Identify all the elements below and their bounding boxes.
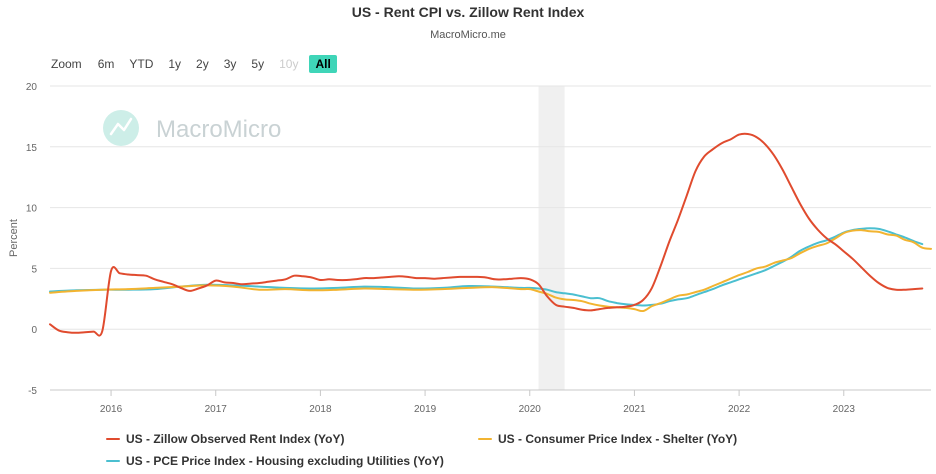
x-tick-label: 2023 xyxy=(833,404,856,415)
series-line-cpi-shelter[interactable] xyxy=(49,229,932,313)
shaded-region-layer xyxy=(538,86,565,390)
x-tick-label: 2016 xyxy=(100,404,123,415)
y-tick-label: -5 xyxy=(28,386,37,397)
shaded-region xyxy=(538,86,565,390)
zoom-2y-button[interactable]: 2y xyxy=(196,57,209,71)
x-tick-label: 2020 xyxy=(519,404,542,415)
x-tick-label: 2019 xyxy=(414,404,437,415)
legend-label-cpi-shelter: US - Consumer Price Index - Shelter (YoY… xyxy=(498,432,738,446)
zoom-5y-button[interactable]: 5y xyxy=(251,57,265,71)
zoom-10y-button: 10y xyxy=(279,57,299,71)
zoom-6m-button[interactable]: 6m xyxy=(97,57,115,71)
series-line-pce-housing[interactable] xyxy=(49,227,924,307)
chart-subtitle: MacroMicro.me xyxy=(430,29,506,41)
y-tick-label: 0 xyxy=(31,325,37,336)
x-tick-label: 2018 xyxy=(309,404,332,415)
legend-label-pce-housing: US - PCE Price Index - Housing excluding… xyxy=(126,454,444,468)
x-tick-label: 2021 xyxy=(623,404,646,415)
x-tick-label: 2022 xyxy=(728,404,751,415)
legend-label-zillow: US - Zillow Observed Rent Index (YoY) xyxy=(126,432,345,446)
y-axis-title: Percent xyxy=(8,219,20,257)
legend-item-zillow[interactable]: US - Zillow Observed Rent Index (YoY) xyxy=(106,432,344,446)
series-line-zillow[interactable] xyxy=(49,132,924,337)
zoom-all-button[interactable]: All xyxy=(309,55,337,73)
watermark-text: MacroMicro xyxy=(156,116,281,143)
legend-swatch-zillow xyxy=(106,438,120,440)
y-tick-label: 15 xyxy=(26,143,38,154)
y-tick-label: 5 xyxy=(31,264,37,275)
watermark-logo-mark xyxy=(109,117,133,136)
zoom-1y-button[interactable]: 1y xyxy=(168,57,182,71)
legend-item-pce-housing[interactable]: US - PCE Price Index - Housing excluding… xyxy=(106,454,444,468)
x-tick-label: 2017 xyxy=(205,404,228,415)
y-tick-label: 10 xyxy=(26,204,38,215)
watermark: MacroMicro xyxy=(103,110,281,146)
zoom-bar: Zoom 6m YTD 1y 2y 3y 5y 10y All xyxy=(51,55,344,73)
y-tick-label: 20 xyxy=(26,82,38,93)
grid-layer xyxy=(50,85,931,391)
legend-item-cpi-shelter[interactable]: US - Consumer Price Index - Shelter (YoY… xyxy=(478,432,737,446)
series-layer xyxy=(49,132,932,337)
legend-swatch-cpi-shelter xyxy=(478,438,492,440)
zoom-ytd-button[interactable]: YTD xyxy=(129,57,154,71)
zoom-3y-button[interactable]: 3y xyxy=(223,57,237,71)
zoom-label: Zoom xyxy=(51,57,82,71)
chart-title: US - Rent CPI vs. Zillow Rent Index xyxy=(351,4,585,20)
legend-swatch-pce-housing xyxy=(106,460,120,462)
axis-layer: 20 15 10 5 0 -5 2016 2017 2018 2019 2020 2021 2022 20… xyxy=(26,82,855,415)
